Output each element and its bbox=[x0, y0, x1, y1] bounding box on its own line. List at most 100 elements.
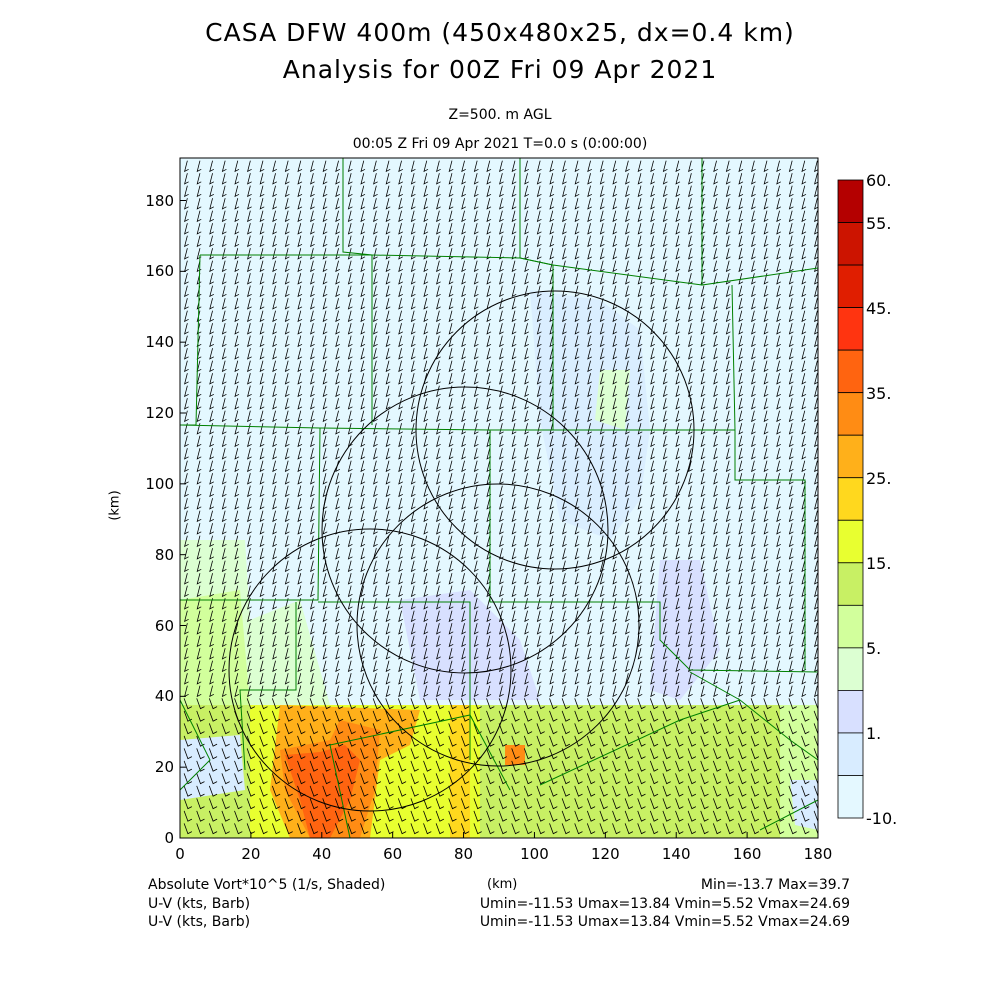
wind-barb bbox=[801, 785, 810, 797]
wind-barb bbox=[221, 523, 227, 535]
wind-barb bbox=[461, 685, 467, 698]
wind-barb bbox=[196, 573, 202, 585]
wind-barb bbox=[183, 785, 193, 797]
wind-barb bbox=[360, 385, 366, 398]
wind-barb bbox=[599, 698, 608, 710]
wind-barb bbox=[738, 598, 744, 610]
wind-barb bbox=[763, 635, 769, 648]
wind-barb bbox=[725, 548, 731, 560]
wind-barb bbox=[549, 510, 555, 523]
wind-barb bbox=[562, 223, 567, 235]
wind-barb bbox=[209, 210, 215, 223]
wind-barb bbox=[650, 460, 656, 473]
wind-barb bbox=[410, 548, 416, 560]
wind-barb bbox=[511, 773, 520, 785]
wind-barb bbox=[700, 223, 706, 235]
wind-barb bbox=[536, 373, 542, 385]
wind-barb bbox=[284, 498, 290, 510]
wind-barb bbox=[297, 260, 303, 273]
wind-barb bbox=[599, 273, 605, 285]
wind-barb bbox=[272, 310, 278, 323]
wind-barb bbox=[221, 373, 227, 385]
wind-barb bbox=[561, 710, 571, 722]
wind-barb bbox=[562, 460, 567, 473]
wind-barb bbox=[801, 773, 810, 785]
wind-barb bbox=[436, 535, 441, 548]
wind-barb bbox=[524, 360, 530, 373]
wind-barb bbox=[435, 785, 445, 797]
wind-barb bbox=[347, 298, 353, 310]
wind-barb bbox=[763, 798, 772, 810]
wind-barb bbox=[599, 573, 605, 585]
wind-barb bbox=[183, 723, 193, 735]
wind-barb bbox=[511, 748, 520, 760]
colorbar-bin bbox=[837, 562, 864, 606]
wind-barb bbox=[675, 210, 681, 223]
wind-barb bbox=[322, 635, 328, 648]
wind-barb bbox=[284, 460, 290, 473]
wind-barb bbox=[625, 398, 630, 410]
wind-barb bbox=[612, 298, 618, 310]
wind-barb bbox=[436, 610, 441, 623]
wind-barb bbox=[360, 698, 369, 710]
wind-barb bbox=[650, 298, 656, 310]
wind-barb bbox=[423, 448, 429, 460]
wind-barb bbox=[473, 598, 479, 610]
wind-barb bbox=[398, 585, 404, 598]
wind-barb bbox=[499, 673, 504, 685]
wind-barb bbox=[335, 585, 341, 598]
wind-barb bbox=[562, 410, 567, 423]
wind-barb bbox=[763, 373, 769, 385]
wind-barb bbox=[562, 248, 567, 260]
wind-barb bbox=[763, 648, 769, 660]
wind-barb bbox=[574, 723, 583, 735]
wind-barb bbox=[221, 198, 227, 210]
wind-barb bbox=[322, 198, 328, 210]
wind-barb bbox=[310, 198, 315, 210]
wind-barb bbox=[410, 760, 419, 772]
wind-barb bbox=[436, 198, 441, 210]
wind-barb bbox=[700, 698, 709, 710]
wind-barb bbox=[524, 410, 530, 423]
wind-barb bbox=[687, 823, 697, 835]
wind-barb bbox=[221, 398, 227, 410]
wind-barb bbox=[410, 473, 416, 485]
wind-barb bbox=[814, 398, 818, 410]
wind-barb bbox=[297, 335, 303, 348]
wind-barb bbox=[448, 298, 454, 310]
wind-barb bbox=[675, 610, 681, 623]
wind-barb bbox=[662, 710, 671, 722]
wind-barb bbox=[423, 585, 429, 598]
wind-barb bbox=[373, 610, 378, 623]
wind-barb bbox=[549, 698, 558, 710]
wind-barb bbox=[423, 335, 429, 348]
wind-barb bbox=[436, 160, 441, 173]
wind-barb bbox=[423, 773, 432, 785]
wind-barb bbox=[801, 448, 807, 460]
wind-barb bbox=[700, 648, 706, 660]
wind-barb bbox=[624, 698, 634, 710]
wind-barb bbox=[209, 648, 215, 660]
wind-barb bbox=[209, 335, 215, 348]
wind-barb bbox=[284, 548, 290, 560]
wind-barb bbox=[801, 748, 810, 760]
wind-barb bbox=[750, 710, 760, 722]
wind-barb bbox=[284, 423, 290, 435]
wind-barb bbox=[259, 198, 265, 210]
wind-barb bbox=[448, 260, 454, 273]
wind-barb bbox=[234, 548, 240, 560]
y-tick-label: 80 bbox=[154, 545, 174, 564]
wind-barb bbox=[688, 573, 693, 585]
wind-barb bbox=[675, 273, 681, 285]
wind-barb bbox=[524, 260, 530, 273]
wind-barb bbox=[562, 648, 567, 660]
wind-barb bbox=[524, 585, 530, 598]
wind-barb bbox=[322, 248, 328, 260]
wind-barb bbox=[625, 335, 630, 348]
wind-barb bbox=[461, 635, 467, 648]
wind-barb bbox=[360, 710, 369, 722]
wind-barb bbox=[360, 160, 366, 173]
wind-barb bbox=[461, 435, 467, 448]
wind-barb bbox=[209, 435, 215, 448]
wind-barb bbox=[234, 735, 243, 747]
